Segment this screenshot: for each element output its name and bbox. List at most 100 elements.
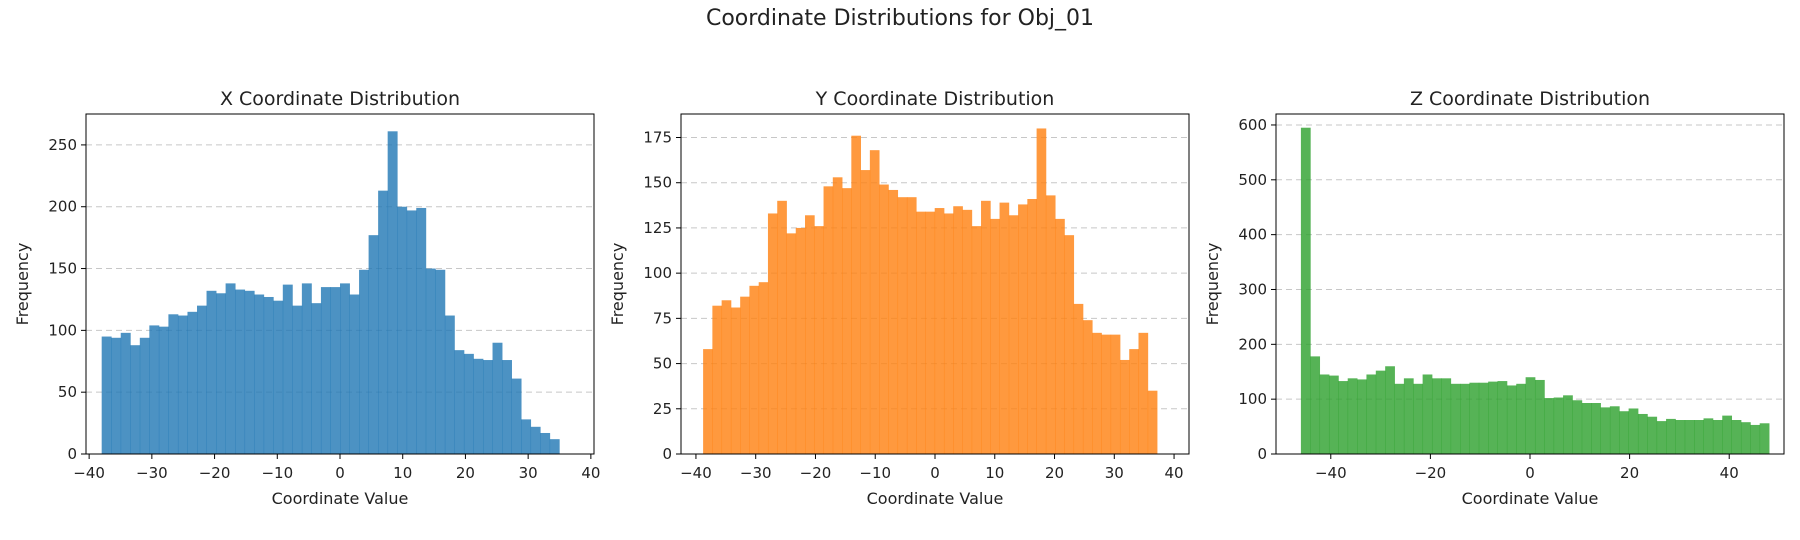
histogram-bar: [888, 189, 899, 454]
histogram-bar: [206, 290, 217, 454]
histogram-bar: [943, 213, 954, 454]
histogram-bar: [1506, 385, 1517, 454]
histogram-bar: [981, 200, 991, 454]
y-tick-label: 150: [643, 174, 672, 192]
y-tick-label: 100: [643, 264, 672, 282]
histogram-bar: [740, 296, 750, 454]
histogram-bar: [1628, 408, 1639, 454]
histogram-bar: [1328, 375, 1339, 454]
histogram-bar: [1740, 422, 1751, 454]
histogram-bar: [1591, 403, 1601, 454]
x-tick-label: 30: [1105, 464, 1124, 482]
histogram-bar: [1082, 320, 1093, 454]
histogram-bar: [1581, 403, 1592, 454]
x-tick-label: 0: [930, 464, 940, 482]
histogram-bar: [1101, 334, 1112, 454]
histogram-bar: [1600, 407, 1611, 454]
x-tick-label: −10: [859, 464, 891, 482]
histogram-bar: [530, 426, 541, 454]
chart-panel-2: −40 −30 −20 −10 0 10 20 30 40 0 25 50 75 100 125 150 175…: [608, 88, 1190, 508]
histogram-bar: [349, 294, 360, 454]
histogram-bar: [130, 345, 141, 454]
histogram-bar: [378, 190, 389, 454]
histogram-bar: [1656, 421, 1667, 454]
y-tick-label: 250: [48, 136, 77, 154]
histogram-bar: [1563, 395, 1573, 454]
x-axis-label: Coordinate Value: [1462, 489, 1599, 508]
y-tick-label: 400: [1238, 226, 1267, 244]
y-tick-label: 0: [67, 445, 77, 463]
histogram-bar: [549, 439, 560, 454]
histogram-bar: [1129, 349, 1139, 454]
histogram-bar: [869, 150, 880, 454]
histogram-bar: [1460, 383, 1470, 454]
y-tick-label: 75: [653, 309, 672, 327]
histogram-bar: [1637, 413, 1648, 454]
histogram-bar: [786, 233, 797, 454]
histogram-bar: [1759, 423, 1770, 454]
x-tick-label: 20: [1620, 464, 1639, 482]
histogram-bar: [1516, 383, 1527, 454]
histogram-bar: [1441, 378, 1452, 454]
histogram-bar: [721, 300, 732, 454]
histogram-bar: [1431, 378, 1442, 454]
histogram-bar: [1572, 400, 1583, 454]
histogram-bar: [703, 349, 713, 454]
chart-panel-1: −40 −30 −20 −10 0 10 20 30 40 0 50 100 150 200 250 X Co…: [13, 88, 600, 508]
histogram-bar: [187, 311, 198, 454]
histogram-bar: [216, 293, 227, 454]
histogram-bar: [521, 419, 532, 454]
histogram-bar: [1703, 418, 1714, 454]
histogram-bar: [1092, 332, 1102, 454]
histogram-bar: [1478, 382, 1489, 454]
histogram-bar: [473, 358, 484, 454]
histogram-bar: [749, 285, 760, 454]
histogram-bar: [1064, 235, 1075, 454]
x-tick-label: 30: [519, 464, 538, 482]
y-tick-label: 200: [48, 198, 77, 216]
histogram-bar: [1609, 406, 1620, 454]
x-tick-label: 10: [393, 464, 412, 482]
histogram-bar: [1497, 381, 1508, 454]
histogram-bar: [1722, 415, 1733, 454]
y-tick-label: 50: [58, 383, 77, 401]
histogram-bar: [832, 177, 843, 455]
histogram-bar: [971, 226, 982, 454]
histogram-bar: [767, 213, 778, 454]
histogram-bar: [1647, 416, 1658, 454]
histogram-bar: [712, 305, 723, 454]
histogram-bar: [1422, 374, 1433, 454]
histogram-bar: [1055, 218, 1065, 454]
histogram-bar: [1403, 378, 1414, 454]
histogram-bar: [1138, 332, 1149, 454]
histogram-bar: [177, 315, 188, 454]
histogram-bar: [1110, 334, 1121, 454]
histogram-bar: [158, 326, 169, 454]
histogram-bar: [1750, 424, 1761, 454]
x-tick-label: 0: [335, 464, 345, 482]
histogram-bar: [330, 287, 341, 454]
y-tick-label: 175: [643, 129, 672, 147]
histogram-bar: [235, 289, 246, 454]
x-tick-label: 40: [1720, 464, 1739, 482]
y-tick-label: 500: [1238, 171, 1267, 189]
histogram-bar: [1413, 383, 1424, 454]
histogram-bar: [925, 211, 936, 454]
histogram-bar: [1694, 420, 1704, 454]
x-tick-label: −30: [136, 464, 168, 482]
histogram-bar: [1712, 420, 1723, 454]
histogram-bar: [397, 206, 408, 454]
histogram-bar: [387, 131, 398, 455]
histogram-bar: [805, 215, 815, 454]
y-tick-label: 600: [1238, 116, 1267, 134]
histogram-bar: [1684, 420, 1695, 454]
x-tick-label: −20: [800, 464, 832, 482]
histogram-bar: [416, 207, 427, 454]
y-tick-label: 150: [48, 260, 77, 278]
histogram-bar: [359, 269, 369, 454]
histogram-bar: [823, 186, 834, 454]
histogram-bar: [906, 197, 917, 455]
histogram-bar: [1357, 379, 1367, 454]
